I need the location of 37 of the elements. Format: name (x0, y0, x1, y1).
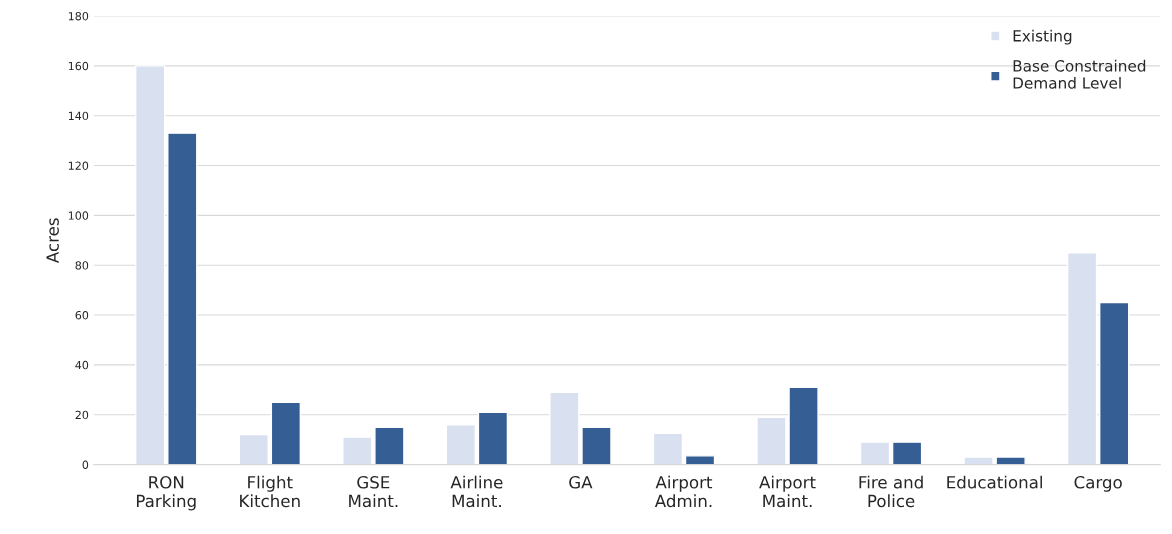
bar (445, 424, 477, 465)
bar (477, 411, 509, 465)
y-tick-label: 0 (82, 460, 89, 469)
x-tick-label: GSE Maint. (349, 475, 398, 508)
y-tick-label: 40 (75, 360, 89, 370)
bar (167, 132, 198, 465)
bar (238, 433, 269, 465)
bar (374, 426, 405, 465)
x-tick-label: Airport Admin. (654, 475, 713, 508)
bar (859, 441, 891, 465)
y-tick-label: 60 (75, 311, 89, 320)
x-tick-label: Airport Maint. (759, 475, 816, 508)
bar (270, 401, 302, 465)
y-axis-title: Acres (46, 218, 59, 264)
bar (652, 432, 684, 465)
y-tick-label: 80 (75, 261, 89, 270)
x-tick-label: Airline Maint. (450, 475, 503, 508)
x-tick-label: RON Parking (136, 475, 196, 511)
legend-label: Existing (1013, 29, 1072, 45)
bar (135, 65, 166, 465)
x-tick-label: Cargo (1074, 475, 1122, 492)
bar (342, 436, 373, 465)
bar (891, 441, 923, 465)
x-tick-label: Educational (947, 475, 1042, 489)
y-tick-label: 140 (68, 111, 89, 121)
y-tick-label: 120 (68, 161, 89, 170)
legend-label: Base Constrained Demand Level (1013, 59, 1146, 89)
x-tick-label: GA (569, 475, 593, 489)
x-tick-label: Fire and Police (859, 475, 923, 508)
y-tick-label: 20 (75, 410, 89, 420)
y-tick-label: 160 (68, 61, 89, 71)
bar (1066, 252, 1098, 465)
y-tick-label: 180 (68, 11, 89, 21)
y-tick-label: 100 (68, 211, 89, 220)
bar (684, 455, 716, 465)
x-tick-label: Flight Kitchen (240, 475, 300, 508)
bar (1099, 301, 1130, 465)
